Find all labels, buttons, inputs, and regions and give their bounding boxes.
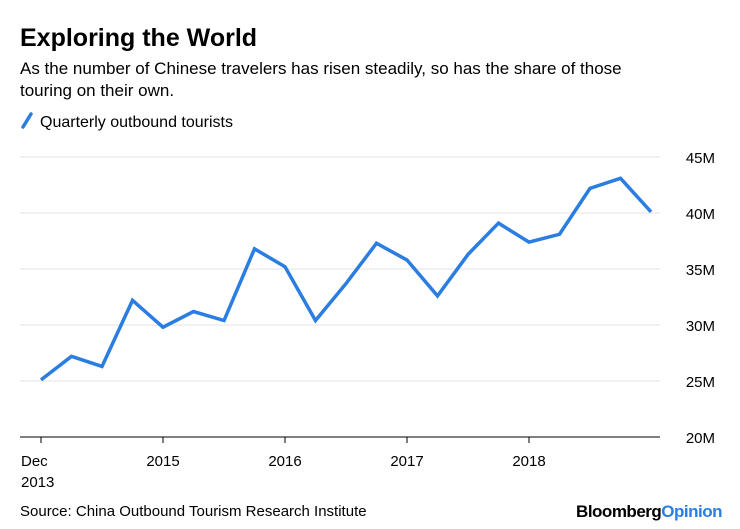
logo-part: Bloomberg <box>576 502 661 521</box>
x-tick-label: 2016 <box>268 453 301 470</box>
chart-title: Exploring the World <box>20 24 257 52</box>
y-tick-label: 45M <box>686 150 715 167</box>
x-tick-label: Dec 2013 <box>21 453 54 491</box>
x-tick-label: 2015 <box>146 453 179 470</box>
source: Source: China Outbound Tourism Research … <box>20 503 367 520</box>
line-series <box>39 176 653 382</box>
y-tick-label: 20M <box>686 430 715 447</box>
y-tick-label: 25M <box>686 374 715 391</box>
y-tick-label: 35M <box>686 262 715 279</box>
subtitle: As the number of Chinese travelers has r… <box>20 59 622 78</box>
y-tick-label: 40M <box>686 206 715 223</box>
logo-part: Opinion <box>661 502 722 521</box>
legend-label: Quarterly outbound tourists <box>40 114 233 131</box>
legend-swatch <box>21 112 33 129</box>
x-tick-label: 2017 <box>390 453 423 470</box>
y-tick-label: 30M <box>686 318 715 335</box>
x-tick-label: 2018 <box>512 453 545 470</box>
logo: BloombergOpinion <box>576 502 722 521</box>
subtitle: touring on their own. <box>20 81 174 100</box>
